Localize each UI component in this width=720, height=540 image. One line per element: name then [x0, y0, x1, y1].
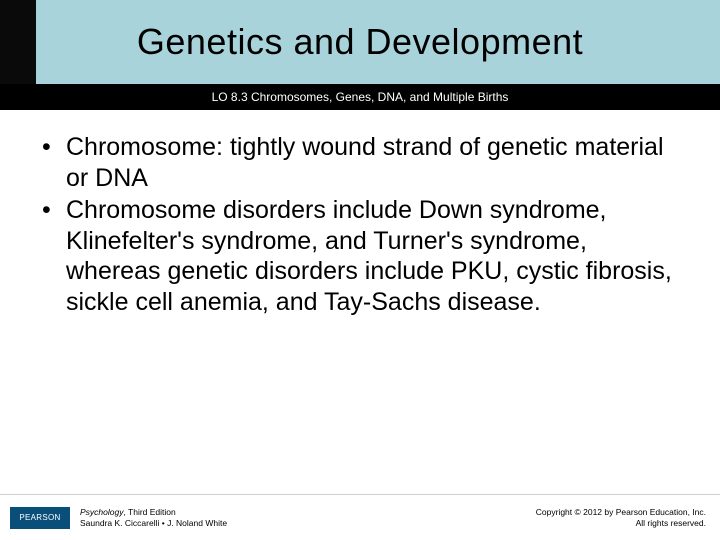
copyright-line: Copyright © 2012 by Pearson Education, I…: [536, 507, 706, 518]
slide-title: Genetics and Development: [137, 21, 583, 63]
list-item: Chromosome disorders include Down syndro…: [38, 195, 682, 317]
copyright: Copyright © 2012 by Pearson Education, I…: [536, 507, 706, 528]
list-item: Chromosome: tightly wound strand of gene…: [38, 132, 682, 193]
subtitle-bar: LO 8.3 Chromosomes, Genes, DNA, and Mult…: [0, 84, 720, 110]
bullet-text: Chromosome: tightly wound strand of gene…: [66, 133, 664, 192]
bullet-text: Chromosome disorders include Down syndro…: [66, 196, 672, 316]
slide-body: Chromosome: tightly wound strand of gene…: [0, 110, 720, 540]
book-title-line: Psychology, Third Edition: [80, 507, 227, 518]
title-area: Genetics and Development: [0, 0, 720, 84]
title-left-stripe: [0, 0, 36, 84]
copyright-line: All rights reserved.: [536, 518, 706, 529]
learning-objective: LO 8.3 Chromosomes, Genes, DNA, and Mult…: [212, 90, 509, 104]
book-info: Psychology, Third Edition Saundra K. Cic…: [80, 507, 227, 528]
book-title: Psychology: [80, 507, 123, 517]
pearson-logo-text: PEARSON: [19, 513, 60, 522]
footer: PEARSON Psychology, Third Edition Saundr…: [0, 494, 720, 540]
pearson-logo: PEARSON: [10, 507, 70, 529]
slide: Genetics and Development LO 8.3 Chromoso…: [0, 0, 720, 540]
book-authors: Saundra K. Ciccarelli • J. Noland White: [80, 518, 227, 529]
bullet-list: Chromosome: tightly wound strand of gene…: [38, 132, 682, 317]
book-edition: , Third Edition: [123, 507, 175, 517]
header-band: Genetics and Development LO 8.3 Chromoso…: [0, 0, 720, 110]
